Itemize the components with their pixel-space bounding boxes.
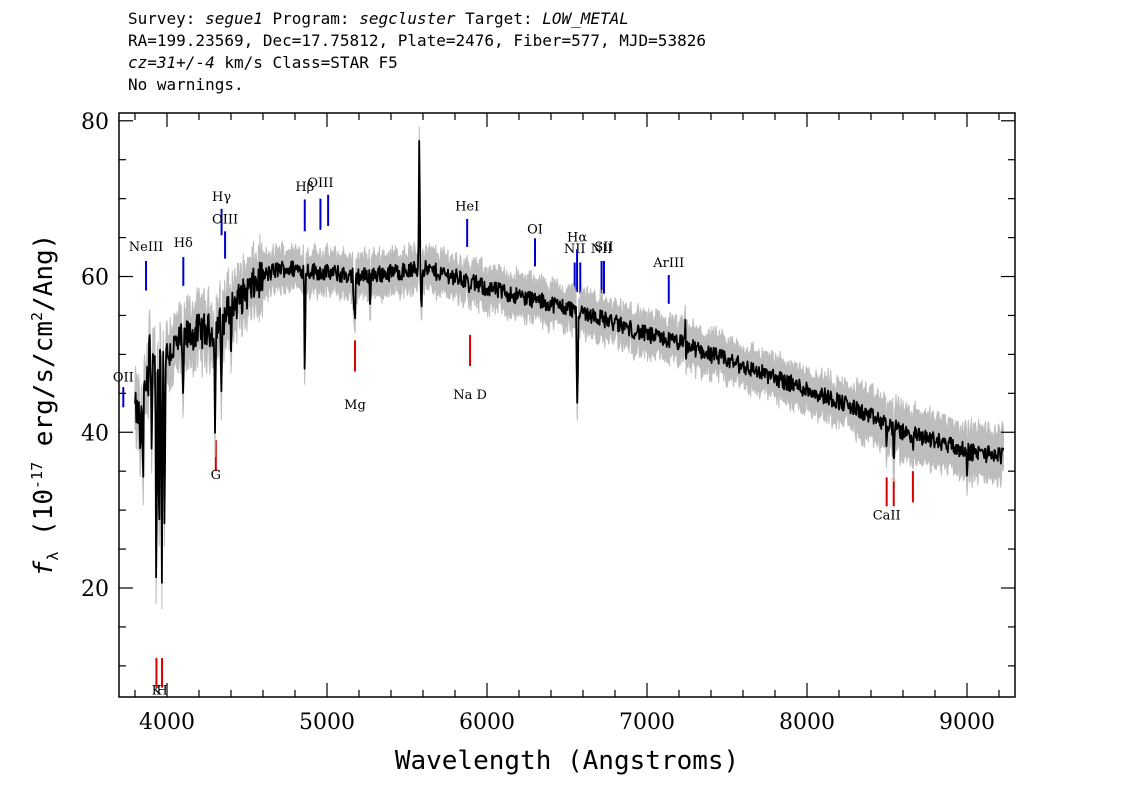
emission-line-label: Hβ bbox=[295, 180, 314, 195]
y-axis-label-unit-mid: erg/s/cm bbox=[29, 321, 59, 462]
emission-line-label: OII bbox=[113, 371, 134, 386]
spectrum-header: Survey: segue1 Program: segcluster Targe… bbox=[128, 8, 706, 96]
absorption-line-label: K bbox=[152, 684, 162, 699]
y-axis-label: fλ (10-17 erg/s/cm2/Ang) bbox=[28, 234, 62, 577]
emission-line-label: SII bbox=[594, 240, 613, 255]
x-tick-label: 5000 bbox=[299, 710, 355, 735]
y-axis-label-symbol: f bbox=[29, 560, 59, 576]
header-line-survey: Survey: segue1 Program: segcluster Targe… bbox=[128, 8, 706, 30]
plot-frame bbox=[118, 112, 1016, 698]
header-line-coordinates: RA=199.23569, Dec=17.75812, Plate=2476, … bbox=[128, 31, 706, 50]
header-line-redshift: cz=31+/-4 km/s Class=STAR F5 bbox=[128, 52, 706, 74]
survey-value: segue1 bbox=[205, 9, 263, 28]
y-axis-label-subscript: λ bbox=[44, 552, 62, 561]
emission-line-label: OI bbox=[527, 223, 543, 238]
emission-line-label: Hγ bbox=[212, 190, 231, 205]
class-value: km/s Class=STAR F5 bbox=[214, 53, 398, 72]
absorption-line-label: G bbox=[211, 468, 221, 483]
emission-line-label: HeI bbox=[455, 199, 479, 214]
program-label: Program: bbox=[262, 9, 360, 28]
x-tick-label: 7000 bbox=[619, 710, 675, 735]
x-axis-label: Wavelength (Angstroms) bbox=[395, 746, 739, 776]
flux-error-area bbox=[134, 126, 1004, 610]
emission-line-label: NII bbox=[564, 242, 586, 257]
x-tick-label: 9000 bbox=[939, 710, 995, 735]
axis-tick-labels: 4000 5000 6000 7000 8000 9000 20 40 60 80 bbox=[81, 110, 995, 735]
y-tick-label: 60 bbox=[81, 266, 109, 291]
absorption-line-label: Na D bbox=[453, 388, 487, 403]
survey-label: Survey: bbox=[128, 9, 206, 28]
emission-line-label: ArIII bbox=[652, 256, 684, 271]
header-line-warnings: No warnings. bbox=[128, 75, 244, 94]
target-label: Target: bbox=[455, 9, 543, 28]
absorption-line-label: Mg bbox=[344, 398, 366, 413]
flux-series bbox=[134, 140, 1005, 584]
redshift-value: cz=31+/-4 bbox=[128, 53, 215, 72]
emission-line-label: Hα bbox=[567, 230, 587, 245]
y-tick-label: 20 bbox=[81, 577, 109, 602]
flux-error-band bbox=[134, 126, 1004, 610]
emission-line-label: OIII bbox=[212, 213, 238, 228]
y-tick-label: 40 bbox=[81, 421, 109, 446]
x-tick-label: 8000 bbox=[779, 710, 835, 735]
y-tick-label: 80 bbox=[81, 110, 109, 135]
y-axis-label-unit-open: (10 bbox=[29, 489, 59, 552]
emission-line-label: Hδ bbox=[174, 236, 193, 251]
emission-line-label: OIII bbox=[307, 176, 333, 191]
y-axis-label-exponent-2: 2 bbox=[28, 312, 46, 321]
emission-line-label: NeIII bbox=[129, 240, 163, 255]
emission-line-label: NII bbox=[591, 242, 613, 257]
target-value: LOW_METAL bbox=[542, 9, 629, 28]
y-axis-label-exponent: -17 bbox=[28, 462, 46, 489]
x-tick-label: 6000 bbox=[459, 710, 515, 735]
flux-line bbox=[134, 140, 1005, 584]
y-axis-label-unit-close: /Ang) bbox=[29, 234, 59, 312]
absorption-line-label: CaII bbox=[873, 508, 901, 523]
axis-ticks bbox=[119, 113, 1015, 697]
x-tick-label: 4000 bbox=[139, 710, 195, 735]
program-value: segcluster bbox=[359, 9, 456, 28]
absorption-line-label: H bbox=[156, 684, 167, 699]
